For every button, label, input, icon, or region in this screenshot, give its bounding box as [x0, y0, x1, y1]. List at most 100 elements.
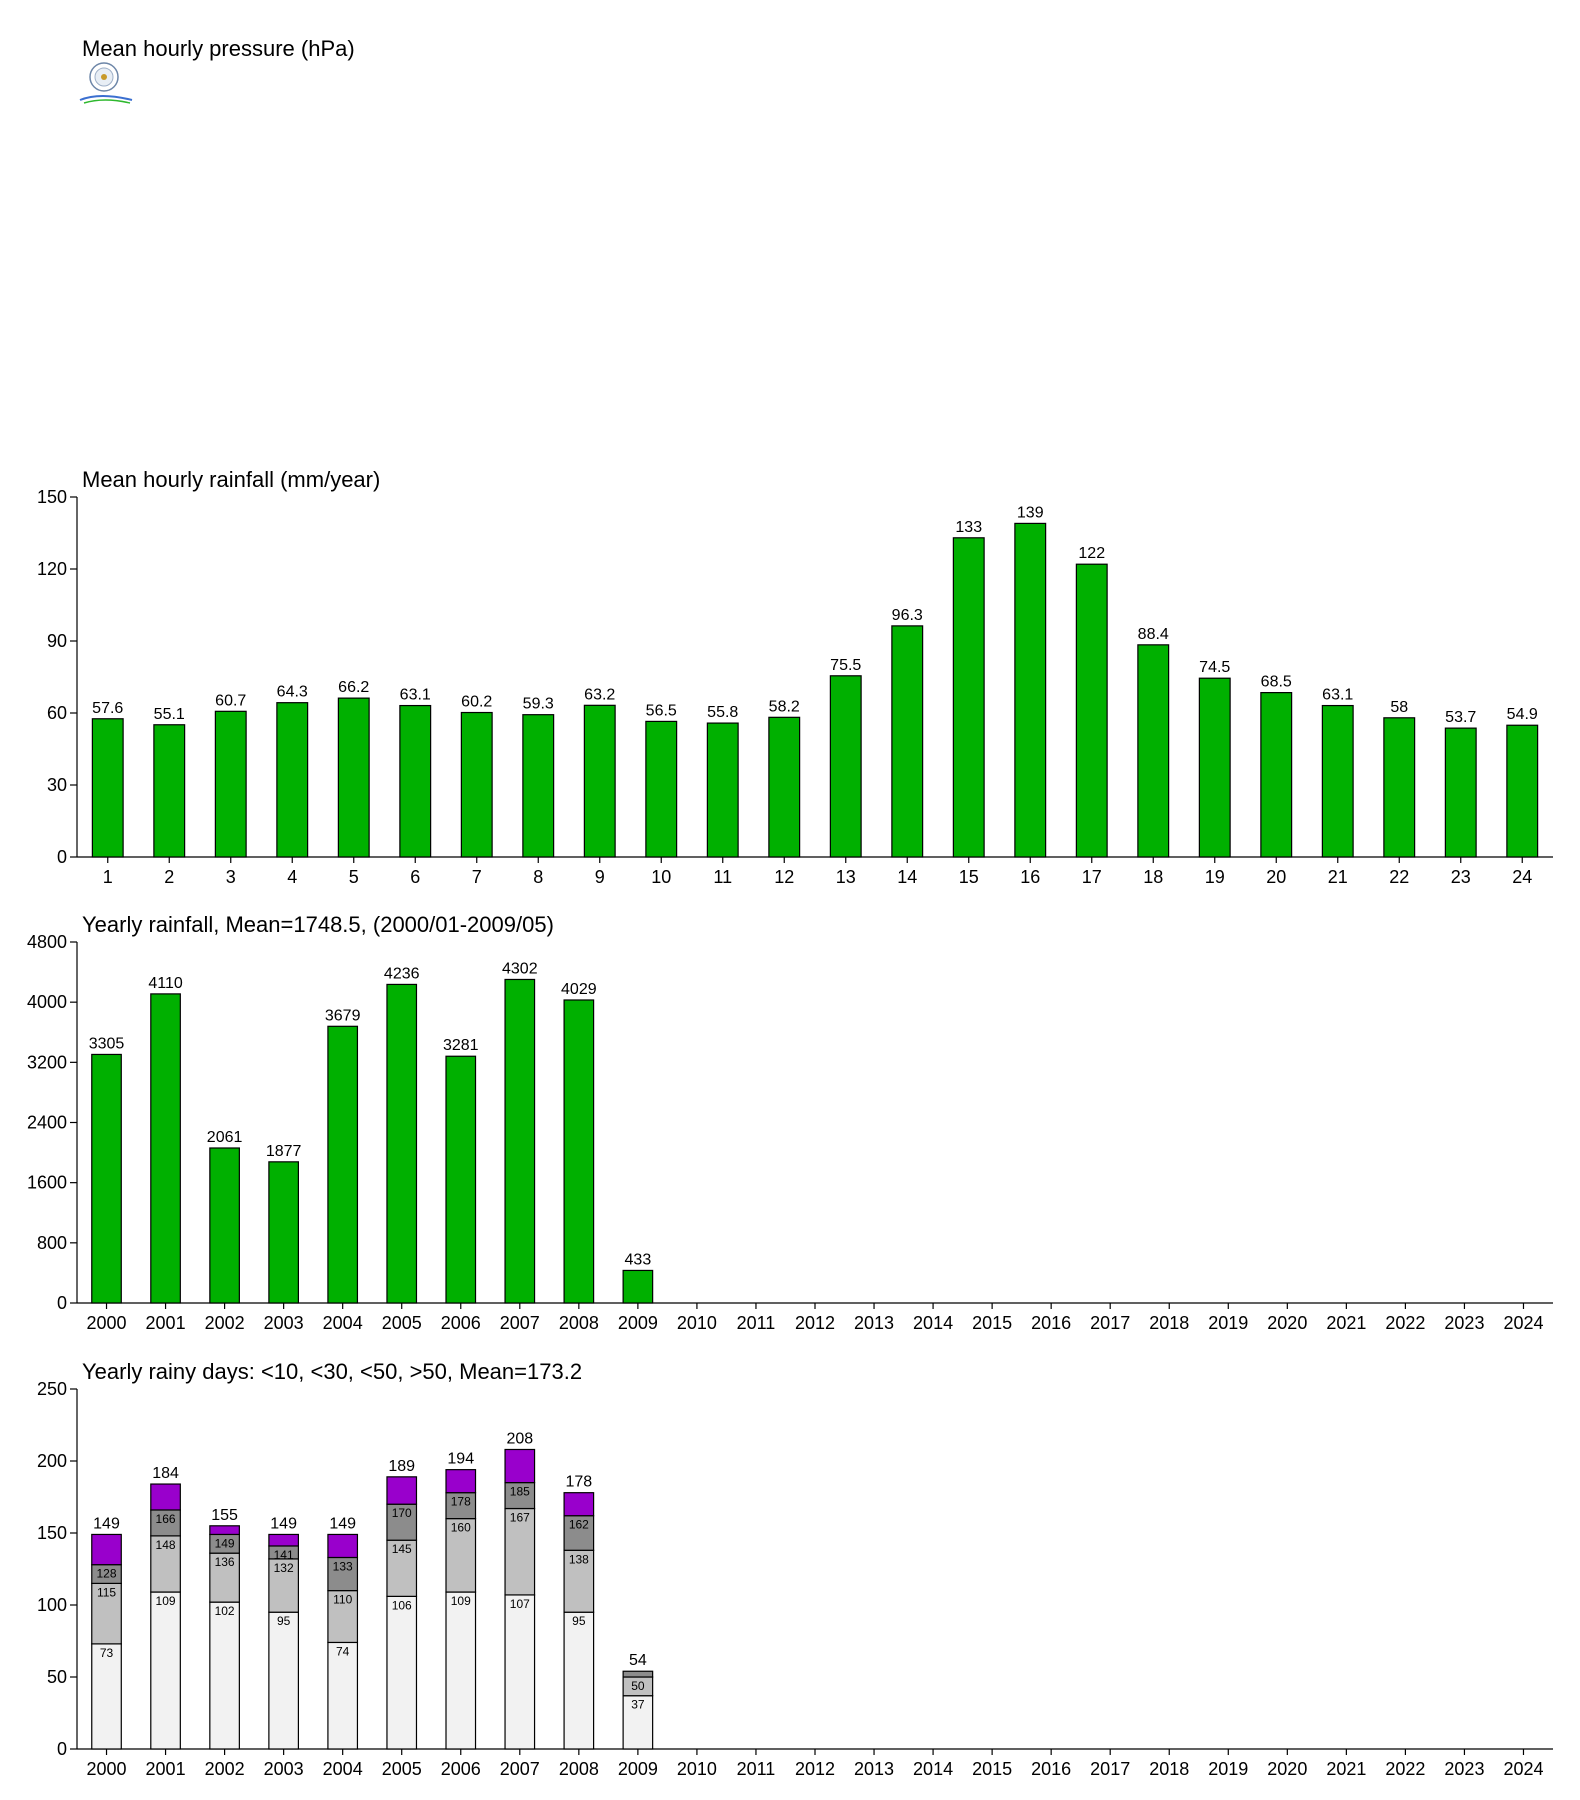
bar [1014, 522, 1047, 858]
x-tick-label: 5 [349, 867, 359, 887]
x-tick-label: 2005 [382, 1759, 422, 1779]
x-tick-label: 24 [1512, 867, 1532, 887]
x-tick-label: 2019 [1208, 1313, 1248, 1333]
bar-value-label: 4302 [502, 960, 538, 977]
bar [209, 1147, 240, 1304]
bar [1260, 691, 1293, 858]
bar-segment [622, 1670, 654, 1678]
bar [622, 1269, 654, 1304]
bar [504, 978, 536, 1304]
bar-value-label: 55.8 [707, 704, 738, 721]
bar [460, 711, 493, 858]
x-tick-label: 2011 [737, 1313, 776, 1333]
x-tick-label: 2000 [86, 1313, 126, 1333]
x-tick-label: 2017 [1090, 1759, 1130, 1779]
segment-value-label: 166 [156, 1512, 176, 1526]
x-tick-label: 2022 [1385, 1313, 1425, 1333]
x-tick-label: 11 [713, 867, 732, 887]
bar-segment [209, 1525, 240, 1536]
bar-value-label: 56.5 [646, 702, 677, 719]
x-tick-label: 2023 [1444, 1313, 1484, 1333]
x-tick-label: 2020 [1267, 1759, 1307, 1779]
y-tick-label: 100 [37, 1595, 67, 1615]
x-tick-label: 18 [1143, 867, 1163, 887]
y-tick-label: 800 [37, 1233, 67, 1253]
bar-value-label: 133 [955, 519, 982, 536]
bar [1137, 644, 1170, 858]
chart-title: Mean hourly rainfall (mm/year) [82, 467, 380, 492]
segment-value-label: 37 [631, 1698, 645, 1712]
segment-value-label: 133 [333, 1559, 353, 1573]
bar [768, 716, 801, 858]
bar-segment [445, 1492, 477, 1520]
bar [337, 697, 370, 858]
x-tick-label: 2001 [146, 1759, 186, 1779]
bar-value-label: 74.5 [1199, 659, 1230, 676]
x-tick-label: 13 [836, 867, 856, 887]
bar-value-label: 63.1 [1322, 687, 1353, 704]
bar-segment [150, 1483, 181, 1511]
bar-total-label: 189 [388, 1458, 415, 1475]
bar-total-label: 155 [211, 1507, 238, 1524]
segment-value-label: 102 [215, 1604, 235, 1618]
x-tick-label: 2006 [441, 1313, 481, 1333]
bar [214, 710, 247, 858]
x-tick-label: 2004 [323, 1313, 363, 1333]
x-tick-label: 19 [1205, 867, 1225, 887]
bar [563, 999, 595, 1304]
y-tick-label: 30 [47, 775, 67, 795]
bar-value-label: 64.3 [277, 684, 308, 701]
x-tick-label: 2018 [1149, 1313, 1189, 1333]
x-tick-label: 2020 [1267, 1313, 1307, 1333]
x-tick-label: 2004 [323, 1759, 363, 1779]
x-tick-label: 2002 [205, 1759, 245, 1779]
bar-total-label: 149 [270, 1515, 297, 1532]
bar-segment [268, 1533, 300, 1547]
y-tick-label: 0 [57, 1293, 67, 1313]
segment-value-label: 107 [510, 1597, 530, 1611]
bar-segment [386, 1503, 418, 1541]
x-tick-label: 2018 [1149, 1759, 1189, 1779]
bar-value-label: 60.7 [215, 692, 246, 709]
bar-value-label: 63.2 [584, 686, 615, 703]
chart-1: Mean hourly rainfall (mm/year)0306090120… [37, 467, 1553, 887]
bar-value-label: 57.6 [92, 700, 123, 717]
y-tick-label: 250 [37, 1379, 67, 1399]
x-tick-label: 2010 [677, 1759, 717, 1779]
chart-title: Yearly rainfall, Mean=1748.5, (2000/01-2… [82, 912, 554, 937]
x-tick-label: 2011 [737, 1759, 776, 1779]
bar [268, 1161, 300, 1304]
bar-value-label: 3281 [443, 1037, 479, 1054]
y-tick-label: 0 [57, 1739, 67, 1759]
bar-total-label: 194 [447, 1451, 474, 1468]
bar-segment [327, 1641, 359, 1750]
x-tick-label: 3 [226, 867, 236, 887]
segment-value-label: 115 [97, 1585, 116, 1599]
bar [829, 675, 862, 858]
bar-value-label: 139 [1017, 504, 1044, 521]
bar-segment [563, 1611, 595, 1750]
x-tick-label: 2017 [1090, 1313, 1130, 1333]
bar-segment [91, 1582, 122, 1645]
segment-value-label: 73 [100, 1646, 114, 1660]
x-tick-label: 2003 [264, 1313, 304, 1333]
bar-value-label: 60.2 [461, 694, 492, 711]
bar [952, 537, 985, 858]
bar-value-label: 63.1 [400, 687, 431, 704]
bar-total-label: 149 [93, 1515, 120, 1532]
y-tick-label: 0 [57, 847, 67, 867]
x-tick-label: 2012 [795, 1313, 835, 1333]
bar [583, 704, 616, 858]
x-tick-label: 2013 [854, 1759, 894, 1779]
x-tick-label: 2 [164, 867, 174, 887]
bar-segment [563, 1492, 595, 1517]
x-tick-label: 2003 [264, 1759, 304, 1779]
bar-segment [386, 1539, 418, 1597]
bar-value-label: 55.1 [154, 706, 185, 723]
bar-value-label: 53.7 [1445, 709, 1476, 726]
x-tick-label: 16 [1020, 867, 1040, 887]
x-tick-label: 2007 [500, 1759, 540, 1779]
bar [91, 718, 124, 858]
y-tick-label: 2400 [27, 1113, 67, 1133]
